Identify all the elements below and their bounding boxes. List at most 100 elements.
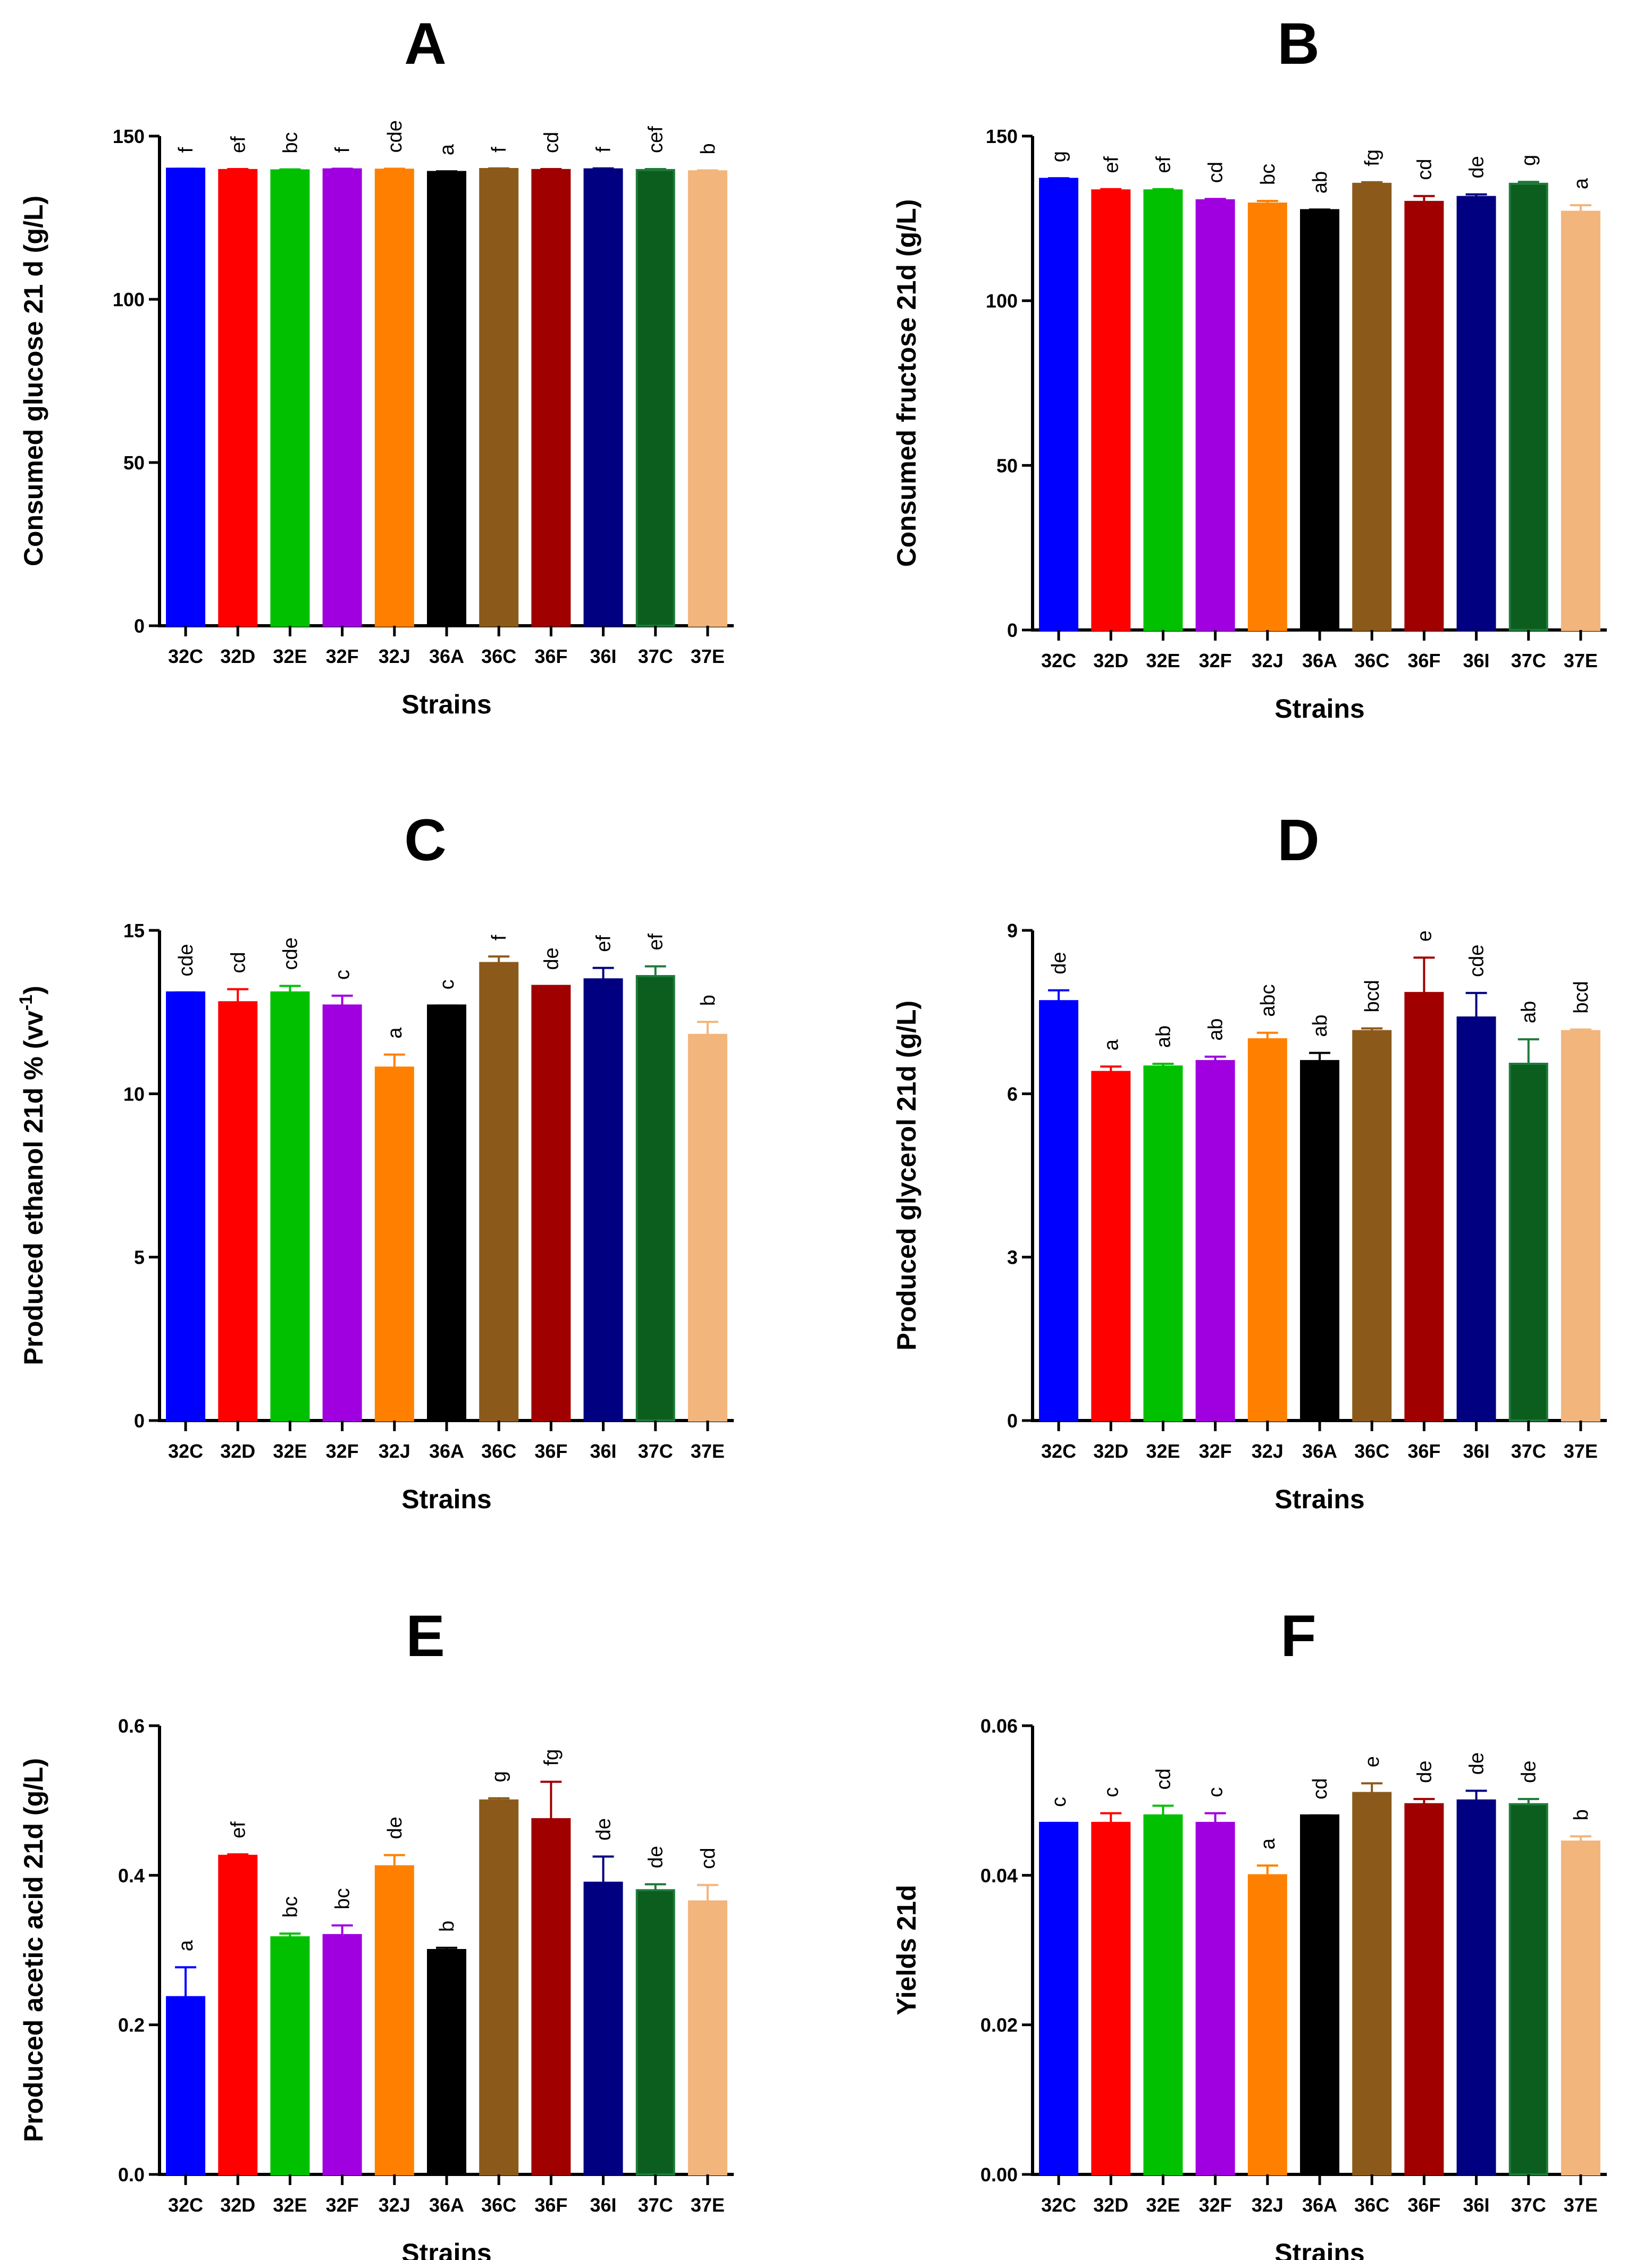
panel-e-y-label: Produced acetic acid 21d (g/L)	[19, 1758, 48, 2142]
panel-e-sig-letter-32d: ef	[227, 1821, 249, 1838]
panel-b-x-label: Strains	[1274, 694, 1365, 724]
panel-b-bar-36c	[1352, 182, 1392, 631]
panel-d-xtick-label-32f: 32F	[1199, 1440, 1232, 1462]
panel-e-xtick-label-32c: 32C	[168, 2194, 203, 2216]
panel-d-xtick-label-36a: 36A	[1302, 1440, 1337, 1462]
panel-f-ytick-label: 0.02	[980, 2014, 1018, 2036]
panel-c-xtick-label-36i: 36I	[590, 1440, 617, 1462]
panel-f-sig-letter-36f: de	[1413, 1761, 1436, 1783]
panel-d-bar-32j	[1247, 1038, 1287, 1422]
panel-e-xtick-label-32j: 32J	[379, 2194, 410, 2216]
panel-f-sig-letter-36a: cd	[1309, 1778, 1331, 1800]
panel-d-bar-32f	[1195, 1060, 1235, 1422]
panel-d-bar-32d	[1091, 1071, 1131, 1422]
panel-f-sig-letter-36i: de	[1466, 1752, 1488, 1775]
panel-b-sig-letter-32c: g	[1048, 151, 1070, 162]
panel-c-sig-letter-36f: de	[540, 947, 563, 970]
panel-e-xtick-label-32f: 32F	[326, 2194, 359, 2216]
panel-b-bar-37c	[1508, 182, 1548, 631]
panel-f-bar-36i	[1456, 1799, 1496, 2176]
panel-e-sig-letter-36a: b	[436, 1921, 458, 1932]
panel-d-ytick-label: 9	[1007, 920, 1018, 942]
panel-e-bar-32c	[166, 1996, 206, 2176]
panel-c-bar-36i	[583, 978, 623, 1422]
panel-b-sig-letter-36f: cd	[1413, 159, 1436, 180]
panel-c-sig-letter-36c: f	[488, 935, 510, 940]
panel-c-ytick-label: 10	[123, 1083, 145, 1105]
panel-c-bar-32e	[270, 991, 310, 1422]
panel-e-sig-letter-32f: bc	[332, 1888, 354, 1909]
panel-b-bar-32j	[1247, 202, 1287, 632]
panel-b-xtick-label-32j: 32J	[1252, 650, 1284, 671]
panel-e-ytick-label: 0.6	[118, 1715, 145, 1737]
panel-e-xtick-label-37e: 37E	[691, 2194, 725, 2216]
panel-f-sig-letter-32d: c	[1100, 1787, 1122, 1797]
panel-e-xtick-label-32d: 32D	[220, 2194, 255, 2216]
panel-a-xtick-label-36c: 36C	[481, 645, 516, 667]
panel-d-letter: D	[1277, 808, 1319, 873]
panel-a-y-label: Consumed glucose 21 d (g/L)	[19, 196, 48, 566]
panel-a-bar-32j	[374, 169, 414, 627]
panel-a-bar-36i	[583, 168, 623, 627]
panel-e-ytick-label: 0.2	[118, 2014, 145, 2036]
panel-e-bar-32d	[218, 1854, 258, 2175]
panel-b-bar-32d	[1091, 189, 1131, 631]
panel-d-sig-letter-32d: a	[1100, 1039, 1122, 1051]
panel-a-sig-letter-36i: f	[593, 147, 615, 153]
panel-d-x-label: Strains	[1274, 1484, 1365, 1514]
panel-b-sig-letter-37e: a	[1570, 178, 1592, 189]
panel-b-xtick-label-37e: 37E	[1564, 650, 1598, 671]
panel-a-sig-letter-32c: f	[175, 147, 197, 153]
panel-c-bar-32d	[218, 1001, 258, 1422]
panel-a-sig-letter-37e: b	[697, 143, 719, 154]
panel-f-bar-36c	[1352, 1792, 1392, 2176]
panel-d-sig-letter-32c: de	[1048, 952, 1070, 974]
panel-a-sig-letter-32j: cde	[384, 120, 406, 153]
panel-a-sig-letter-36a: a	[436, 144, 458, 155]
panel-f-ytick-label: 0.06	[980, 1715, 1018, 1737]
panel-c-bar-37c	[635, 975, 675, 1422]
panel-f-bar-32c	[1039, 1821, 1079, 2176]
panel-c-xtick-label-36c: 36C	[481, 1440, 516, 1462]
panel-c-x-label: Strains	[401, 1484, 492, 1514]
panel-f-y-label: Yields 21d	[892, 1885, 921, 2015]
panel-b-bar-36f	[1404, 200, 1444, 632]
panel-f-sig-letter-32j: a	[1257, 1838, 1279, 1850]
panel-f-xtick-label-36f: 36F	[1407, 2194, 1440, 2216]
panel-b-xtick-label-32f: 32F	[1199, 650, 1232, 671]
panel-a-xtick-label-32e: 32E	[273, 645, 307, 667]
panel-e-sig-letter-36f: fg	[540, 1749, 563, 1766]
panel-a-sig-letter-36f: cd	[540, 132, 563, 153]
panel-d-xtick-label-37c: 37C	[1511, 1440, 1546, 1462]
panel-d-ytick-label: 0	[1007, 1410, 1018, 1432]
panel-f-xtick-label-32d: 32D	[1093, 2194, 1128, 2216]
panel-a-bar-36f	[531, 169, 571, 627]
panel-d-xtick-label-32d: 32D	[1093, 1440, 1128, 1462]
panel-f-x-label: Strains	[1274, 2238, 1365, 2260]
panel-b-xtick-label-37c: 37C	[1511, 650, 1546, 671]
panel-c-sig-letter-32d: cd	[227, 952, 249, 973]
panel-f-xtick-label-32f: 32F	[1199, 2194, 1232, 2216]
panel-e-xtick-label-36a: 36A	[429, 2194, 464, 2216]
panel-e-xtick-label-36i: 36I	[590, 2194, 617, 2216]
panel-f-sig-letter-32e: cd	[1152, 1768, 1175, 1789]
panel-b-y-label: Consumed fructose 21d (g/L)	[892, 199, 921, 567]
panel-e-sig-letter-36i: de	[593, 1818, 615, 1841]
panel-b-sig-letter-32d: ef	[1100, 156, 1122, 173]
panel-d-sig-letter-32e: ab	[1152, 1026, 1175, 1048]
panel-f-xtick-label-37e: 37E	[1564, 2194, 1598, 2216]
panel-b-bar-32f	[1195, 199, 1235, 631]
panel-a-sig-letter-36c: f	[488, 147, 510, 153]
panel-b-xtick-label-36f: 36F	[1407, 650, 1440, 671]
panel-e-xtick-label-36c: 36C	[481, 2194, 516, 2216]
panel-b-ytick-label: 0	[1007, 619, 1018, 641]
panel-b-xtick-label-32d: 32D	[1093, 650, 1128, 671]
panel-d-sig-letter-36i: cde	[1466, 945, 1488, 977]
panel-c-bar-32f	[322, 1004, 362, 1422]
panel-f-sig-letter-32c: c	[1048, 1797, 1070, 1807]
panel-e-x-label: Strains	[401, 2238, 492, 2260]
panel-a-xtick-label-32f: 32F	[326, 645, 359, 667]
panel-a-sig-letter-37c: cef	[645, 126, 667, 153]
panel-a-bar-37e	[687, 170, 727, 627]
panel-f-xtick-label-36a: 36A	[1302, 2194, 1337, 2216]
